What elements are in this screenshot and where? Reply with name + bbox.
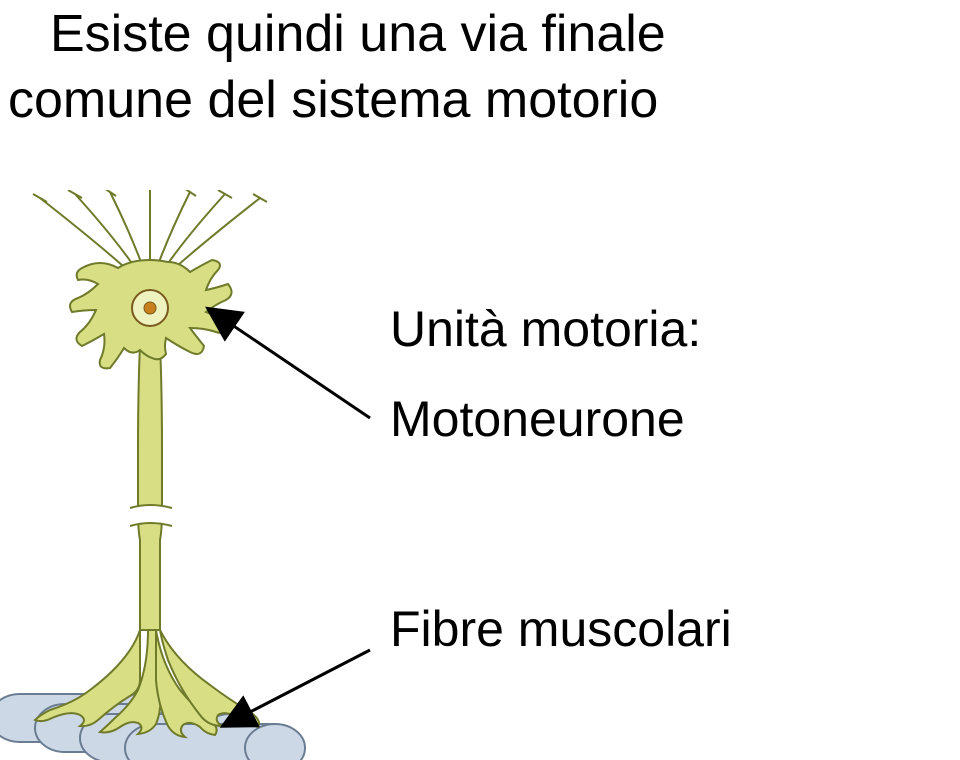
arrow-to-fibers	[0, 0, 960, 760]
